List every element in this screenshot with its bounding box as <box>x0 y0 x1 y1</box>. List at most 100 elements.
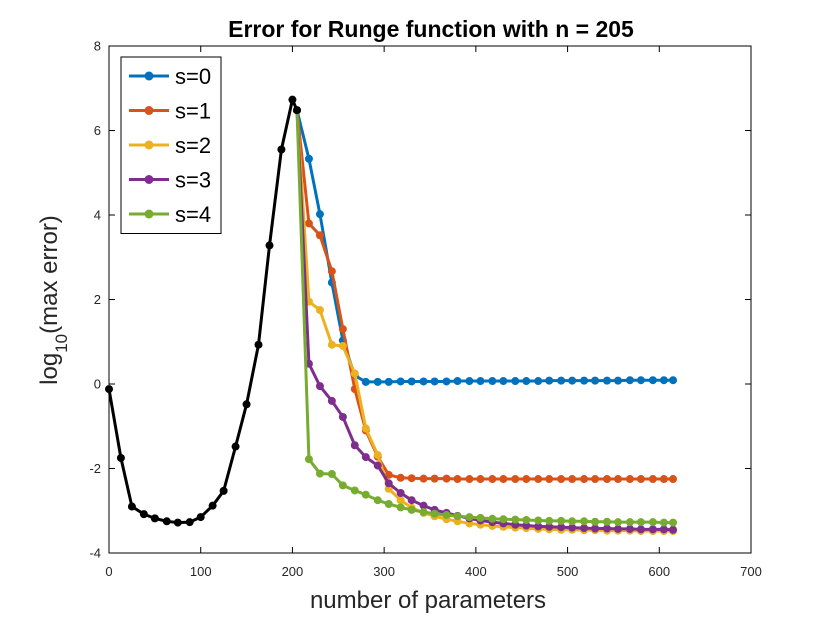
data-point <box>430 509 439 518</box>
data-point <box>669 518 678 527</box>
data-point <box>150 514 159 523</box>
y-tick-label: -2 <box>89 461 101 476</box>
legend-swatch-marker <box>144 106 154 115</box>
data-point <box>407 505 416 514</box>
legend-label: s=1 <box>175 99 211 124</box>
data-point <box>373 496 382 505</box>
x-tick-label: 300 <box>373 564 395 579</box>
data-point <box>591 524 600 533</box>
data-point <box>625 524 634 533</box>
y-axis-label: log10(max error) <box>36 215 71 385</box>
data-point <box>591 376 600 385</box>
data-point <box>580 517 589 526</box>
data-point <box>208 501 217 510</box>
y-tick-label: 0 <box>94 377 101 392</box>
data-point <box>659 525 668 534</box>
y-axis-label-subscript: 10 <box>52 334 71 353</box>
y-axis-label-main: log <box>36 353 63 385</box>
data-point <box>185 518 194 527</box>
x-axis-label: number of parameters <box>310 587 546 614</box>
data-point <box>580 524 589 533</box>
data-point <box>568 517 577 526</box>
data-point <box>430 474 439 483</box>
data-point <box>522 521 531 530</box>
data-point <box>384 499 393 508</box>
data-point <box>545 522 554 531</box>
data-point <box>116 453 125 462</box>
data-point <box>580 376 589 385</box>
series-line-s-2 <box>295 108 675 533</box>
data-point <box>373 450 382 459</box>
data-point <box>105 385 113 394</box>
data-point <box>453 512 462 521</box>
data-point <box>614 475 623 484</box>
data-point <box>669 475 678 484</box>
data-point <box>396 377 405 386</box>
data-point <box>265 241 274 250</box>
data-point <box>350 441 359 450</box>
data-point <box>603 376 612 385</box>
data-point <box>315 210 324 219</box>
data-point <box>465 377 474 386</box>
data-point <box>488 377 497 386</box>
data-point <box>304 219 313 228</box>
data-point <box>304 154 313 163</box>
data-point <box>568 376 577 385</box>
data-point <box>636 475 645 484</box>
plot-area: 0 100 200 300 400 500 600 700 -4 -2 0 2 4 6 8 <box>89 39 761 580</box>
data-point <box>407 377 416 386</box>
data-point <box>580 475 589 484</box>
series-line-s-1 <box>295 108 675 481</box>
data-point <box>419 501 428 510</box>
data-point <box>196 513 205 522</box>
data-point <box>465 475 474 484</box>
legend-label: s=4 <box>175 202 211 227</box>
data-point <box>361 424 370 433</box>
data-point <box>659 518 668 527</box>
data-point <box>430 377 439 386</box>
data-point <box>603 524 612 533</box>
legend-label: s=2 <box>175 133 211 158</box>
data-point <box>476 513 485 522</box>
data-point <box>522 377 531 386</box>
data-point <box>361 453 370 462</box>
data-point <box>327 396 336 405</box>
data-point <box>534 516 543 525</box>
x-tick-label: 500 <box>557 564 579 579</box>
data-point <box>396 489 405 497</box>
data-point <box>254 340 263 349</box>
data-point <box>315 231 324 240</box>
data-point <box>522 475 531 484</box>
x-axis: 0 100 200 300 400 500 600 700 <box>105 46 762 579</box>
data-point <box>338 341 347 350</box>
data-point <box>231 442 240 451</box>
y-tick-label: 4 <box>94 208 101 223</box>
data-point <box>488 514 497 523</box>
data-point <box>219 486 228 495</box>
data-point <box>591 517 600 526</box>
data-point <box>568 475 577 484</box>
data-point <box>407 496 416 505</box>
data-point <box>384 479 393 488</box>
data-point <box>338 481 347 490</box>
x-tick-label: 200 <box>282 564 304 579</box>
series-line-s-3 <box>295 108 675 532</box>
data-point <box>557 475 566 484</box>
data-point <box>384 377 393 386</box>
data-point <box>648 376 657 385</box>
data-point <box>614 518 623 527</box>
data-point <box>327 267 336 276</box>
data-point <box>591 475 600 484</box>
x-tick-label: 100 <box>190 564 212 579</box>
data-point <box>557 376 566 385</box>
data-point <box>442 474 451 483</box>
data-point <box>648 475 657 484</box>
data-point <box>361 377 370 386</box>
data-point <box>636 518 645 527</box>
data-point <box>614 524 623 533</box>
y-tick-label: 2 <box>94 292 101 307</box>
legend-swatch-marker <box>144 209 154 219</box>
y-tick-label: 6 <box>94 123 101 138</box>
